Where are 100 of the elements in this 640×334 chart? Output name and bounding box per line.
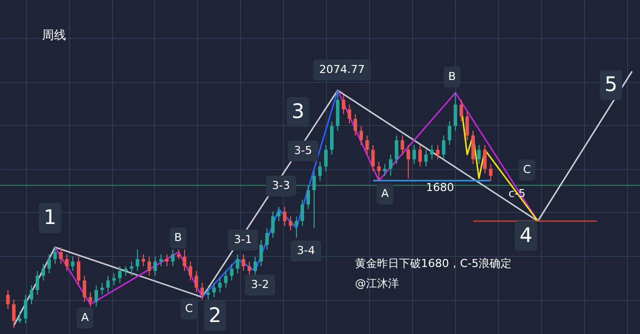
annotation: 3-5 (294, 144, 312, 157)
candlestick (248, 260, 252, 276)
candlestick (454, 92, 458, 132)
candlestick (365, 135, 369, 156)
annotation: 5 (604, 72, 618, 96)
candlestick (130, 260, 134, 276)
annotation: 3-1 (234, 233, 252, 246)
candlestick (460, 99, 464, 122)
candlestick (165, 254, 169, 267)
candlestick (388, 154, 392, 176)
candlestick (312, 170, 316, 229)
candlestick (242, 254, 246, 272)
candlestick (148, 256, 151, 276)
candlestick (12, 299, 16, 329)
candlestick (136, 249, 140, 272)
candlestick (442, 135, 446, 160)
candlestick (224, 270, 228, 288)
annotation: 3-2 (251, 278, 269, 291)
candlestick (430, 144, 434, 160)
candlestick (171, 249, 175, 267)
candlestick (300, 199, 304, 226)
candlestick (94, 284, 98, 308)
candlestick (318, 161, 322, 182)
annotation: 1 (44, 205, 56, 229)
candlestick (100, 282, 104, 296)
candlestick (182, 249, 186, 272)
candlestick (118, 266, 122, 284)
candlestick (265, 228, 269, 250)
text: B (448, 70, 456, 83)
annotation: 黄金昨日下破1680，C-5浪确定 (355, 257, 512, 270)
candlestick (418, 144, 422, 167)
annotation: @江沐洋 (355, 277, 399, 290)
candlestick (218, 278, 222, 293)
candlestick (448, 120, 452, 146)
candlestick (271, 211, 275, 238)
candlestick (59, 246, 63, 264)
annotation: 3-3 (272, 179, 290, 192)
candlestick (489, 164, 492, 182)
candlestick (483, 144, 487, 174)
candlestick (236, 254, 240, 274)
annotation: 3-4 (297, 244, 315, 257)
candlestick (30, 284, 34, 305)
candlestick (112, 272, 116, 286)
annotation: C (523, 163, 532, 176)
annotation: A (381, 187, 390, 200)
candlestick (406, 144, 410, 179)
candlestick (6, 290, 10, 310)
candlestick (24, 294, 28, 324)
annotation: 4 (520, 223, 532, 247)
candlestick (412, 144, 416, 165)
text: 2074.77 (319, 63, 365, 76)
annotation: C (185, 302, 194, 315)
annotation: B (174, 231, 182, 244)
candlestick (53, 246, 57, 264)
candlestick (230, 263, 234, 282)
candlestick (436, 144, 440, 160)
candlestick (106, 275, 110, 293)
candlestick (194, 270, 198, 293)
candlestick (82, 275, 86, 302)
annotation: 3 (292, 99, 304, 123)
candlestick (371, 144, 375, 172)
candlestick (18, 310, 22, 324)
candlestick (36, 270, 40, 296)
candlestick (142, 254, 146, 267)
candlestick (159, 254, 163, 267)
candlestick (400, 135, 404, 156)
candlestick (354, 114, 358, 136)
candlestick (348, 104, 352, 124)
candlestick (377, 161, 381, 182)
candlestick (465, 111, 469, 141)
candlestick (200, 282, 204, 300)
candlestick (277, 206, 281, 222)
candlestick (359, 125, 363, 146)
candlestick (324, 144, 328, 172)
candlestick (70, 256, 74, 272)
annotation: 1680 (426, 181, 454, 194)
candlestick (306, 184, 310, 210)
candlestick (259, 240, 263, 267)
chart-title: 周线 (42, 28, 66, 42)
candlestick (76, 256, 80, 286)
candlestick (288, 216, 292, 232)
candlestick (477, 144, 481, 165)
candlestick (282, 206, 286, 226)
candlestick (330, 120, 334, 156)
candlestick (65, 254, 69, 272)
candlestick (153, 256, 157, 276)
annotation: 2 (208, 303, 222, 327)
candlestick (342, 94, 346, 115)
candlestick (42, 263, 46, 282)
candlestick (394, 135, 398, 165)
candlestick (424, 149, 428, 167)
candlestick (294, 216, 298, 238)
annotation: A (81, 311, 90, 324)
candlestick (471, 130, 475, 165)
candlestick (253, 256, 257, 276)
candlestick (88, 292, 92, 308)
candlestick (206, 287, 210, 300)
candlestick (212, 282, 216, 298)
candlestick (124, 266, 128, 276)
candlestick (188, 260, 192, 282)
